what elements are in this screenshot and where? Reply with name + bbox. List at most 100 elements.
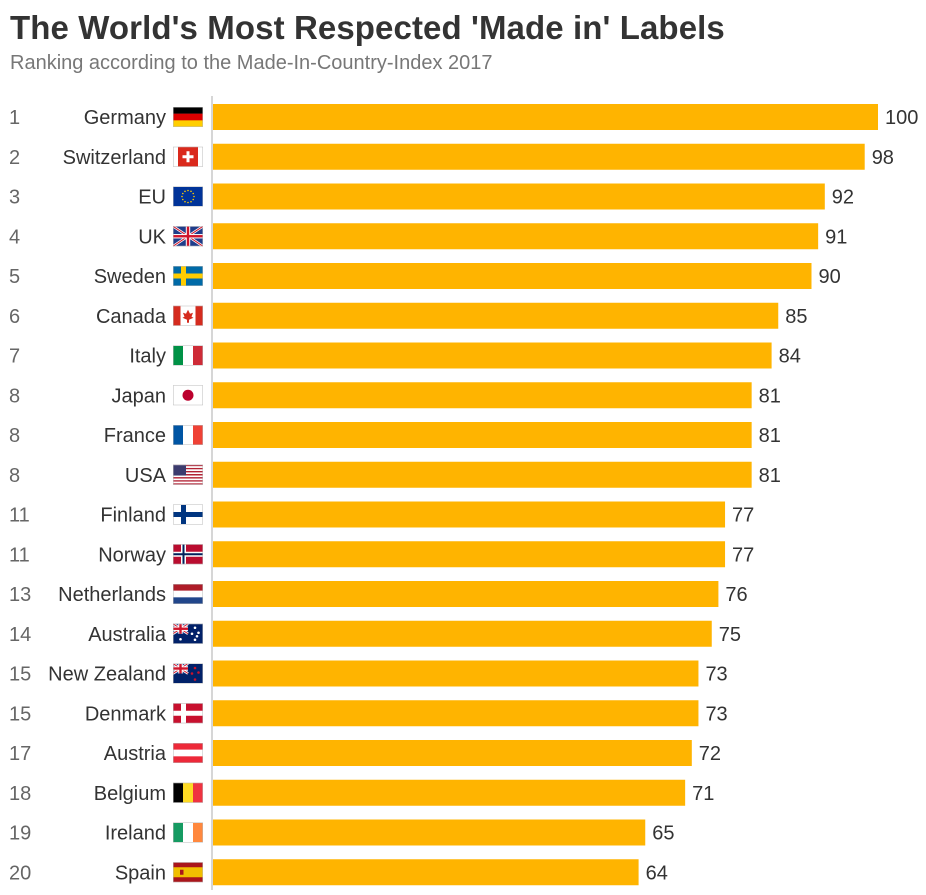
category-label: Austria: [104, 743, 167, 765]
value-label: 91: [825, 226, 847, 248]
bar: [213, 183, 825, 210]
flag-norway-icon: [173, 544, 203, 565]
category-label: Belgium: [94, 783, 166, 805]
value-label: 65: [652, 823, 674, 845]
value-label: 77: [732, 544, 754, 566]
category-label: Canada: [96, 306, 167, 328]
flag-uk-icon: [173, 226, 203, 247]
category-label: UK: [138, 226, 166, 248]
rank-label: 6: [9, 306, 20, 328]
flag-eu-icon: [173, 186, 203, 207]
bar: [213, 382, 752, 409]
chart-subtitle: Ranking according to the Made-In-Country…: [10, 52, 493, 74]
rank-label: 15: [9, 703, 31, 725]
rank-label: 13: [9, 584, 31, 606]
bar: [213, 660, 699, 687]
flag-ireland-icon: [173, 822, 203, 843]
value-label: 64: [646, 862, 668, 884]
rank-label: 18: [9, 783, 31, 805]
value-label: 77: [732, 505, 754, 527]
rank-label: 4: [9, 226, 20, 248]
category-label: Sweden: [94, 266, 166, 288]
bar: [213, 859, 639, 886]
value-label: 73: [705, 703, 727, 725]
flag-italy-icon: [173, 345, 203, 366]
rank-label: 1: [9, 107, 20, 129]
value-label: 92: [832, 187, 854, 209]
flag-belgium-icon: [173, 782, 203, 803]
bar: [213, 620, 712, 647]
flag-finland-icon: [173, 504, 203, 525]
category-label: EU: [138, 187, 166, 209]
rank-label: 8: [9, 385, 20, 407]
flag-usa-icon: [173, 464, 203, 485]
bar: [213, 700, 699, 727]
flag-netherlands-icon: [173, 584, 203, 604]
category-label: Italy: [129, 346, 166, 368]
value-label: 98: [872, 147, 894, 169]
flag-sweden-icon: [173, 266, 203, 286]
value-label: 72: [699, 743, 721, 765]
flag-austria-icon: [173, 743, 203, 763]
category-label: Germany: [84, 107, 166, 129]
value-label: 81: [759, 465, 781, 487]
bar: [213, 819, 646, 846]
bar: [213, 581, 719, 607]
bar: [213, 422, 752, 448]
rank-label: 11: [9, 505, 30, 527]
rank-label: 2: [9, 147, 20, 169]
bar: [213, 104, 878, 130]
rank-label: 5: [9, 266, 20, 288]
rank-label: 3: [9, 187, 20, 209]
chart-title: The World's Most Respected 'Made in' Lab…: [10, 9, 725, 46]
rank-label: 17: [9, 743, 31, 765]
value-label: 85: [785, 306, 807, 328]
value-label: 75: [719, 624, 741, 646]
flag-spain-icon: [173, 862, 203, 883]
value-label: 73: [705, 664, 727, 686]
rank-label: 7: [9, 346, 20, 368]
rank-label: 8: [9, 425, 20, 447]
category-label: Netherlands: [58, 584, 166, 606]
value-label: 90: [819, 266, 841, 288]
value-label: 81: [759, 425, 781, 447]
category-label: New Zealand: [48, 664, 166, 686]
bar: [213, 501, 726, 528]
category-label: Ireland: [105, 823, 166, 845]
flag-australia-icon: [173, 623, 203, 644]
value-label: 71: [692, 783, 714, 805]
category-label: Norway: [98, 544, 166, 566]
bar: [213, 302, 779, 329]
flag-france-icon: [173, 425, 203, 445]
category-label: Denmark: [85, 703, 167, 725]
category-label: Spain: [115, 862, 166, 884]
category-label: Japan: [112, 385, 167, 407]
flag-new-zealand-icon: [173, 663, 203, 684]
bar: [213, 263, 812, 289]
value-label: 100: [885, 107, 918, 129]
rank-label: 8: [9, 465, 20, 487]
category-label: Switzerland: [63, 147, 166, 169]
bar: [213, 740, 692, 766]
bar: [213, 541, 726, 568]
bar: [213, 342, 772, 369]
value-label: 81: [759, 385, 781, 407]
bar: [213, 143, 865, 170]
category-label: France: [104, 425, 166, 447]
category-label: USA: [125, 465, 167, 487]
flag-switzerland-icon: [173, 146, 203, 167]
bar: [213, 223, 819, 250]
value-label: 76: [725, 584, 747, 606]
rank-label: 14: [9, 624, 31, 646]
value-label: 84: [779, 346, 801, 368]
rank-label: 11: [9, 544, 30, 566]
flag-japan-icon: [173, 385, 203, 406]
category-label: Finland: [100, 505, 166, 527]
flag-germany-icon: [173, 107, 203, 127]
flag-denmark-icon: [173, 703, 203, 724]
category-label: Australia: [88, 624, 167, 646]
bar: [213, 461, 752, 488]
flag-canada-icon: [173, 305, 203, 326]
rank-label: 20: [9, 862, 31, 884]
